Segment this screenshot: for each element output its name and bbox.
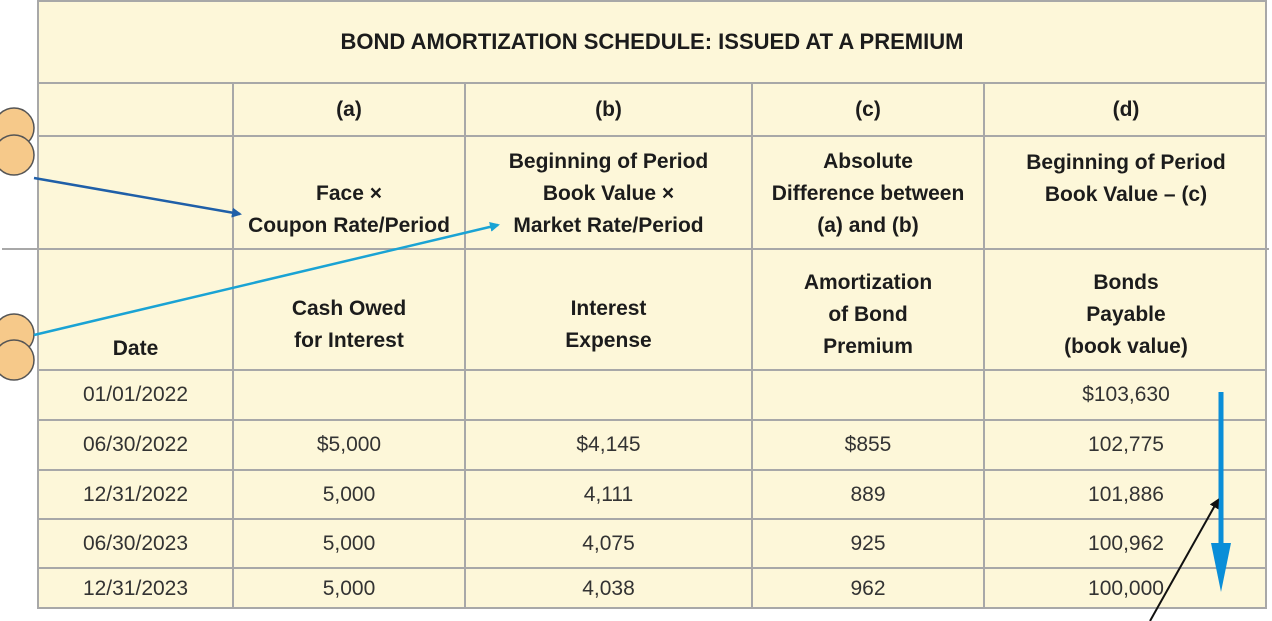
grid-line <box>39 567 1265 569</box>
arrow-to-coupon-formula <box>33 176 242 218</box>
down-arrow-icon <box>1211 392 1231 592</box>
interest-cell: $4,145 <box>576 433 641 456</box>
book-value-cell: 102,775 <box>1088 433 1164 456</box>
interest-cell: 4,111 <box>583 482 634 506</box>
cash-cell: 5,000 <box>322 531 376 555</box>
table-title: BOND AMORTIZATION SCHEDULE: ISSUED AT A … <box>39 2 1265 84</box>
date-cell: 01/01/2022 <box>82 383 189 406</box>
formula-a: Face × Coupon Rate/Period <box>248 182 450 237</box>
grid-line <box>39 469 1265 471</box>
amortization-table: BOND AMORTIZATION SCHEDULE: ISSUED AT A … <box>2 0 1269 609</box>
date-cell: 12/31/2023 <box>82 577 189 600</box>
column-letter-c: (c) <box>855 97 881 121</box>
interest-cell: 4,038 <box>582 577 635 600</box>
formula-c: Absolute Difference between (a) and (b) <box>771 150 965 237</box>
book-value-cell: 100,000 <box>1088 577 1164 600</box>
date-cell: 06/30/2023 <box>82 531 189 555</box>
book-value-cell: 101,886 <box>1088 482 1164 506</box>
grid-line <box>2 248 1269 250</box>
amortization-cell: 925 <box>850 531 886 555</box>
column-header-bonds-payable: Bonds Payable (book value) <box>1064 271 1188 358</box>
pointer-arrow-icon <box>1149 498 1219 621</box>
cash-cell: $5,000 <box>316 433 382 456</box>
grid-line <box>39 369 1265 371</box>
book-value-cell: 100,962 <box>1088 531 1164 555</box>
grid-line <box>232 82 234 607</box>
column-header-date: Date <box>112 337 159 360</box>
interest-cell: 4,075 <box>582 531 635 555</box>
column-letter-a: (a) <box>336 97 362 121</box>
amortization-cell: 962 <box>850 577 886 600</box>
grid-line <box>464 82 466 607</box>
column-header-cash: Cash Owed for Interest <box>291 297 407 352</box>
grid-line <box>751 82 753 607</box>
book-value-cell: $103,630 <box>1082 383 1170 406</box>
column-header-interest-expense: Interest Expense <box>565 297 652 352</box>
formula-b: Beginning of Period Book Value × Market … <box>508 150 709 237</box>
column-letter-d: (d) <box>1112 97 1140 121</box>
amortization-cell: 889 <box>850 482 886 506</box>
formula-d: Beginning of Period Book Value – (c) <box>1026 151 1226 206</box>
grid-line <box>39 419 1265 421</box>
grid-line <box>983 82 985 607</box>
cash-cell: 5,000 <box>322 577 376 600</box>
date-cell: 12/31/2022 <box>82 482 189 506</box>
cash-cell: 5,000 <box>322 482 376 506</box>
grid-line <box>39 135 1265 137</box>
amortization-cell: $855 <box>844 433 892 456</box>
column-letter-b: (b) <box>595 97 622 121</box>
grid-line <box>39 518 1265 520</box>
arrow-to-market-formula <box>33 221 500 337</box>
callout-badge-bottom <box>0 313 35 381</box>
date-cell: 06/30/2022 <box>82 433 189 456</box>
callout-badge-top <box>0 107 35 176</box>
column-header-amortization: Amortization of Bond Premium <box>803 271 933 358</box>
